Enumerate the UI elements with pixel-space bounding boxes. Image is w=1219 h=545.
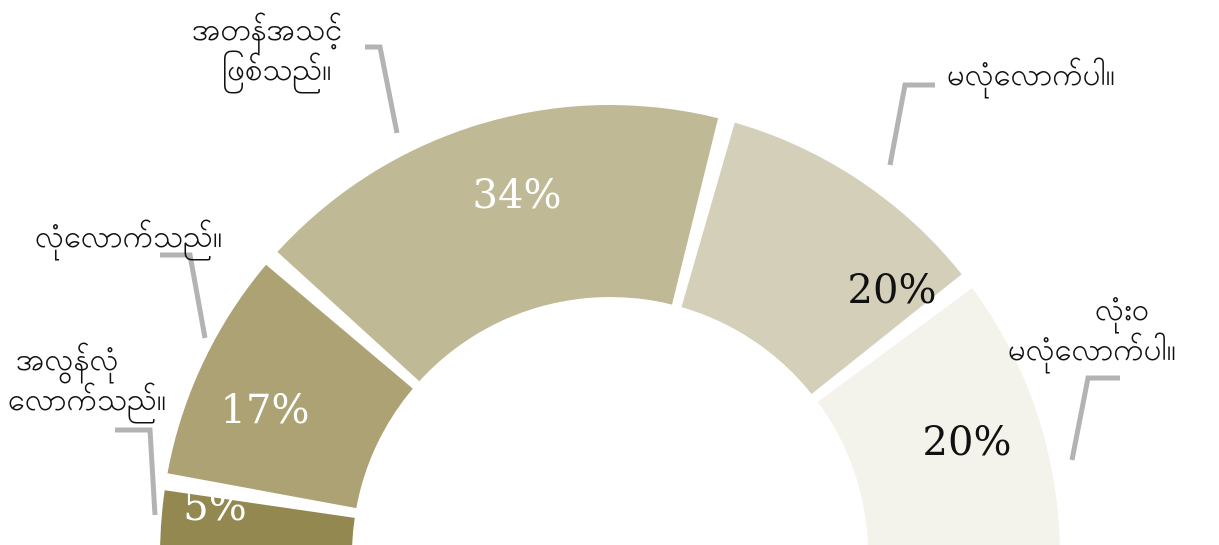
slice-value-label-3: 34% xyxy=(473,172,562,218)
category-label-4: မလုံလောက်ပါ။ xyxy=(947,57,1115,99)
leader-line-3 xyxy=(365,44,400,134)
slice-value-label-5: 20% xyxy=(923,419,1012,465)
slice-value-label-4: 20% xyxy=(848,267,937,313)
chart-slices xyxy=(160,105,1060,545)
leader-line-4 xyxy=(887,82,935,166)
leader-line-5 xyxy=(1069,375,1120,461)
category-label-5-line-2: မလုံလောက်ပါ။ xyxy=(1008,332,1176,374)
category-label-1-line-2: လောက်သည်။ xyxy=(8,382,166,424)
slice-2 xyxy=(167,264,413,509)
slice-3 xyxy=(277,105,719,382)
slice-1 xyxy=(160,490,355,545)
chart-labels: 5% အလွန်လုံလောက်သည်။ 17% လုံလောက်သည်။ 34% အတန… xyxy=(8,12,1176,530)
category-label-3-line-2: ဖြစ်သည်။ xyxy=(222,51,332,94)
category-label-1-line-1: အလွန်လုံ xyxy=(16,342,119,384)
slice-value-label-2: 17% xyxy=(221,387,310,433)
category-label-2: လုံလောက်သည်။ xyxy=(35,219,222,261)
slice-value-label-1: 5% xyxy=(183,484,246,530)
leader-line-2 xyxy=(160,252,208,339)
slice-5 xyxy=(817,288,1060,545)
leader-line-1 xyxy=(115,427,158,516)
leader-lines xyxy=(115,44,1120,516)
category-label-5-line-1: လုံးဝ xyxy=(1095,292,1149,334)
category-label-3-line-1: အတန်အသင့် xyxy=(192,12,342,54)
slice-4 xyxy=(681,122,962,394)
